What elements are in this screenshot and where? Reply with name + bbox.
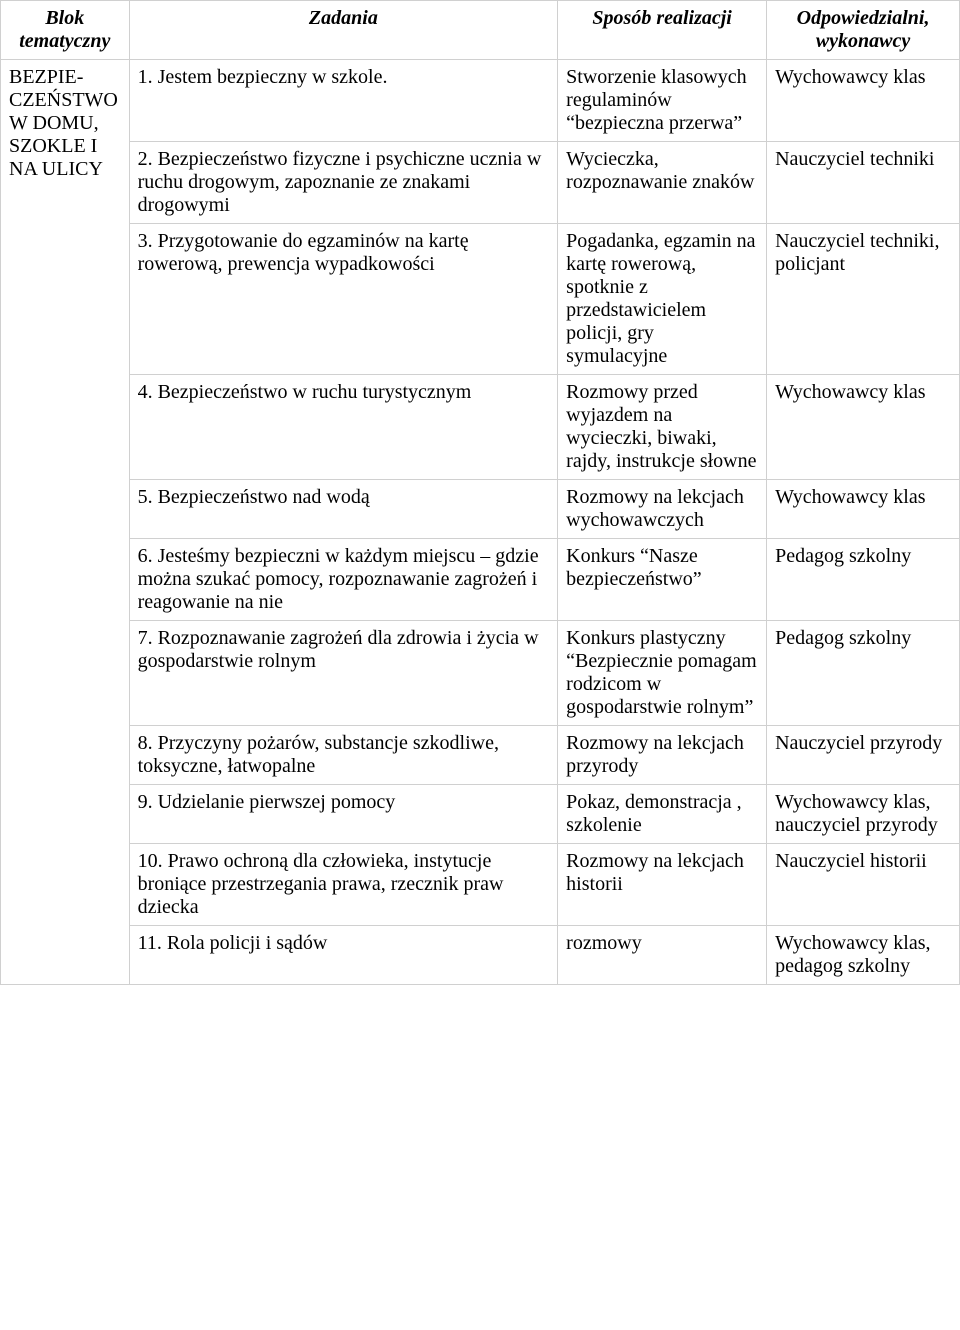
zadanie-cell: 4. Bezpieczeństwo w ruchu turystycznym: [129, 375, 558, 480]
table-header-row: Blok tematyczny Zadania Sposób realizacj…: [1, 1, 960, 60]
sposob-cell: Rozmowy na lekcjach historii: [558, 844, 767, 926]
sposob-cell: Stworzenie klasowych regulaminów “bezpie…: [558, 60, 767, 142]
sposob-cell: Wycieczka, rozpoznawanie znaków: [558, 142, 767, 224]
table-row: 9. Udzielanie pierwszej pomocyPokaz, dem…: [1, 785, 960, 844]
table-row: BEZPIE-CZEŃSTWO W DOMU, SZOKLE I NA ULIC…: [1, 60, 960, 142]
odpowiedzialni-cell: Nauczyciel techniki: [767, 142, 960, 224]
table-row: 7. Rozpoznawanie zagrożeń dla zdrowia i …: [1, 621, 960, 726]
table-row: 5. Bezpieczeństwo nad wodąRozmowy na lek…: [1, 480, 960, 539]
sposob-cell: Rozmowy na lekcjach przyrody: [558, 726, 767, 785]
odpowiedzialni-cell: Nauczyciel przyrody: [767, 726, 960, 785]
zadanie-cell: 8. Przyczyny pożarów, substancje szkodli…: [129, 726, 558, 785]
sposob-cell: Rozmowy przed wyjazdem na wycieczki, biw…: [558, 375, 767, 480]
odpowiedzialni-cell: Wychowawcy klas: [767, 60, 960, 142]
zadanie-cell: 10. Prawo ochroną dla człowieka, instytu…: [129, 844, 558, 926]
sposob-cell: Konkurs plastyczny “Bezpiecznie pomagam …: [558, 621, 767, 726]
program-table: Blok tematyczny Zadania Sposób realizacj…: [0, 0, 960, 985]
zadanie-cell: 6. Jesteśmy bezpieczni w każdym miejscu …: [129, 539, 558, 621]
col-header-sposob: Sposób realizacji: [558, 1, 767, 60]
table-row: 11. Rola policji i sądówrozmowyWychowawc…: [1, 926, 960, 985]
block-label-cell: BEZPIE-CZEŃSTWO W DOMU, SZOKLE I NA ULIC…: [1, 60, 130, 985]
odpowiedzialni-cell: Pedagog szkolny: [767, 621, 960, 726]
odpowiedzialni-cell: Pedagog szkolny: [767, 539, 960, 621]
odpowiedzialni-cell: Wychowawcy klas: [767, 480, 960, 539]
table-row: 6. Jesteśmy bezpieczni w każdym miejscu …: [1, 539, 960, 621]
odpowiedzialni-cell: Wychowawcy klas: [767, 375, 960, 480]
odpowiedzialni-cell: Nauczyciel techniki, policjant: [767, 224, 960, 375]
sposob-cell: Konkurs “Nasze bezpieczeństwo”: [558, 539, 767, 621]
col-header-blok: Blok tematyczny: [1, 1, 130, 60]
sposob-cell: Rozmowy na lekcjach wychowawczych: [558, 480, 767, 539]
sposob-cell: Pogadanka, egzamin na kartę rowerową, sp…: [558, 224, 767, 375]
zadanie-cell: 5. Bezpieczeństwo nad wodą: [129, 480, 558, 539]
zadanie-cell: 11. Rola policji i sądów: [129, 926, 558, 985]
sposob-cell: rozmowy: [558, 926, 767, 985]
zadanie-cell: 1. Jestem bezpieczny w szkole.: [129, 60, 558, 142]
odpowiedzialni-cell: Nauczyciel historii: [767, 844, 960, 926]
zadanie-cell: 2. Bezpieczeństwo fizyczne i psychiczne …: [129, 142, 558, 224]
zadanie-cell: 7. Rozpoznawanie zagrożeń dla zdrowia i …: [129, 621, 558, 726]
odpowiedzialni-cell: Wychowawcy klas, nauczyciel przyrody: [767, 785, 960, 844]
table-row: 8. Przyczyny pożarów, substancje szkodli…: [1, 726, 960, 785]
col-header-zadania: Zadania: [129, 1, 558, 60]
table-body: BEZPIE-CZEŃSTWO W DOMU, SZOKLE I NA ULIC…: [1, 60, 960, 985]
table-row: 4. Bezpieczeństwo w ruchu turystycznymRo…: [1, 375, 960, 480]
table-row: 2. Bezpieczeństwo fizyczne i psychiczne …: [1, 142, 960, 224]
table-row: 10. Prawo ochroną dla człowieka, instytu…: [1, 844, 960, 926]
col-header-odpowiedzialni: Odpowiedzialni, wykonawcy: [767, 1, 960, 60]
zadanie-cell: 9. Udzielanie pierwszej pomocy: [129, 785, 558, 844]
sposob-cell: Pokaz, demonstracja , szkolenie: [558, 785, 767, 844]
table-row: 3. Przygotowanie do egzaminów na kartę r…: [1, 224, 960, 375]
odpowiedzialni-cell: Wychowawcy klas, pedagog szkolny: [767, 926, 960, 985]
zadanie-cell: 3. Przygotowanie do egzaminów na kartę r…: [129, 224, 558, 375]
